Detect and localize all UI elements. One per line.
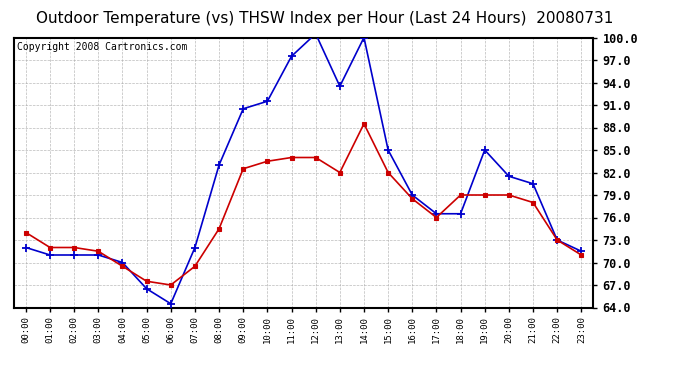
Text: Copyright 2008 Cartronics.com: Copyright 2008 Cartronics.com bbox=[17, 42, 187, 51]
Text: Outdoor Temperature (vs) THSW Index per Hour (Last 24 Hours)  20080731: Outdoor Temperature (vs) THSW Index per … bbox=[36, 11, 613, 26]
